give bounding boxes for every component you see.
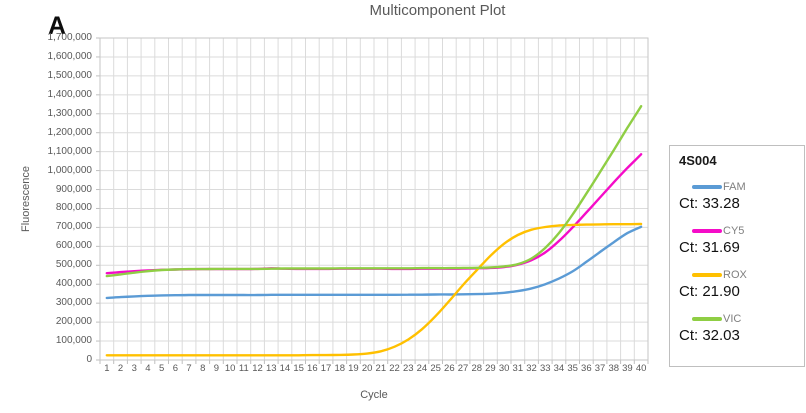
y-tick-label: 500,000: [55, 259, 92, 271]
y-tick-label: 300,000: [55, 297, 92, 309]
x-tick-label: 34: [553, 363, 565, 374]
x-tick-label: 17: [320, 363, 332, 374]
y-tick-label: 1,000,000: [47, 164, 93, 176]
vic-ct-value: Ct: 32.03: [679, 327, 740, 344]
x-tick-label: 18: [334, 363, 346, 374]
y-axis-title: Fluorescence: [20, 165, 32, 233]
x-tick-label: 35: [567, 363, 578, 374]
x-tick-label: 13: [265, 363, 277, 374]
rox-line-swatch: [692, 273, 722, 277]
y-tick-label: 900,000: [55, 183, 92, 195]
y-tick-label: 1,700,000: [47, 32, 93, 43]
y-tick-label: 1,600,000: [47, 50, 93, 62]
cy5-label: CY5: [723, 225, 745, 237]
y-tick-label: 1,300,000: [47, 107, 93, 119]
x-tick-label: 15: [293, 363, 304, 374]
vic-line-swatch: [692, 317, 722, 321]
legend-sample-name: 4S004: [679, 153, 717, 168]
vic-label: VIC: [723, 313, 742, 325]
x-axis-title: Cycle: [360, 389, 388, 401]
x-tick-label: 8: [200, 363, 206, 374]
x-tick-label: 19: [348, 363, 359, 374]
x-tick-label: 31: [512, 363, 524, 374]
x-tick-label: 38: [608, 363, 620, 374]
x-tick-label: 4: [145, 363, 151, 374]
x-tick-label: 30: [498, 363, 510, 374]
y-tick-label: 800,000: [55, 202, 92, 214]
x-tick-label: 2: [117, 363, 124, 374]
y-tick-label: 1,500,000: [47, 69, 93, 81]
x-tick-label: 22: [389, 363, 400, 374]
x-tick-label: 40: [635, 363, 647, 374]
x-tick-label: 12: [252, 363, 263, 374]
x-tick-label: 24: [416, 363, 428, 374]
x-tick-label: 33: [539, 363, 551, 374]
y-tick-label: 1,200,000: [47, 126, 93, 138]
x-tick-label: 14: [279, 363, 291, 374]
series-line-rox: [105, 222, 643, 357]
fam-line-swatch: [692, 185, 722, 189]
x-tick-label: 11: [238, 363, 249, 374]
chart-title: Multicomponent Plot: [369, 2, 506, 19]
cy5-line-swatch: [692, 229, 722, 233]
x-tick-label: 39: [622, 363, 633, 374]
series-line-fam: [105, 225, 643, 300]
y-tick-label: 0: [86, 354, 92, 365]
fam-ct-value: Ct: 33.28: [679, 195, 740, 212]
x-tick-label: 7: [186, 363, 192, 374]
x-tick-label: 28: [471, 363, 483, 374]
y-tick-label: 600,000: [55, 240, 92, 252]
plot-border: [99, 37, 649, 361]
x-tick-label: 6: [172, 363, 178, 374]
rox-label: ROX: [723, 269, 747, 281]
x-tick-label: 25: [430, 363, 441, 374]
x-tick-label: 23: [402, 363, 414, 374]
legend-entry-fam: FAM Ct: 33.28: [679, 181, 795, 212]
x-tick-label: 10: [224, 363, 236, 374]
y-tick-label: 100,000: [55, 335, 92, 347]
cy5-ct-value: Ct: 31.69: [679, 239, 740, 256]
x-tick-label: 21: [375, 363, 387, 374]
legend-entry-cy5: CY5 Ct: 31.69: [679, 225, 795, 256]
y-tick-label: 400,000: [55, 278, 92, 290]
x-tick-label: 3: [131, 363, 137, 374]
x-tick-label: 29: [485, 363, 496, 374]
y-tick-label: 200,000: [55, 316, 92, 328]
rox-ct-value: Ct: 21.90: [679, 283, 740, 300]
x-tick-label: 37: [594, 363, 606, 374]
series-line-vic: [105, 105, 643, 278]
x-tick-label: 20: [361, 363, 373, 374]
x-tick-label: 32: [526, 363, 537, 374]
x-tick-label: 5: [158, 363, 165, 374]
y-tick-label: 700,000: [55, 221, 92, 233]
x-tick-label: 9: [213, 363, 220, 374]
x-tick-label: 36: [581, 363, 592, 374]
x-tick-label: 27: [457, 363, 469, 374]
panel-label: A: [48, 12, 67, 40]
y-tick-label: 1,100,000: [47, 145, 93, 157]
legend-box: 4S004 FAM Ct: 33.28 CY5 Ct: 31.69 ROX Ct…: [669, 145, 805, 367]
y-tick-label: 1,400,000: [47, 88, 93, 100]
x-tick-label: 26: [444, 363, 455, 374]
fam-label: FAM: [723, 181, 746, 193]
x-tick-label: 16: [307, 363, 318, 374]
legend-entry-rox: ROX Ct: 21.90: [679, 269, 795, 300]
x-tick-label: 1: [104, 363, 110, 374]
legend-entry-vic: VIC Ct: 32.03: [679, 313, 795, 344]
plot-area: [96, 37, 649, 364]
